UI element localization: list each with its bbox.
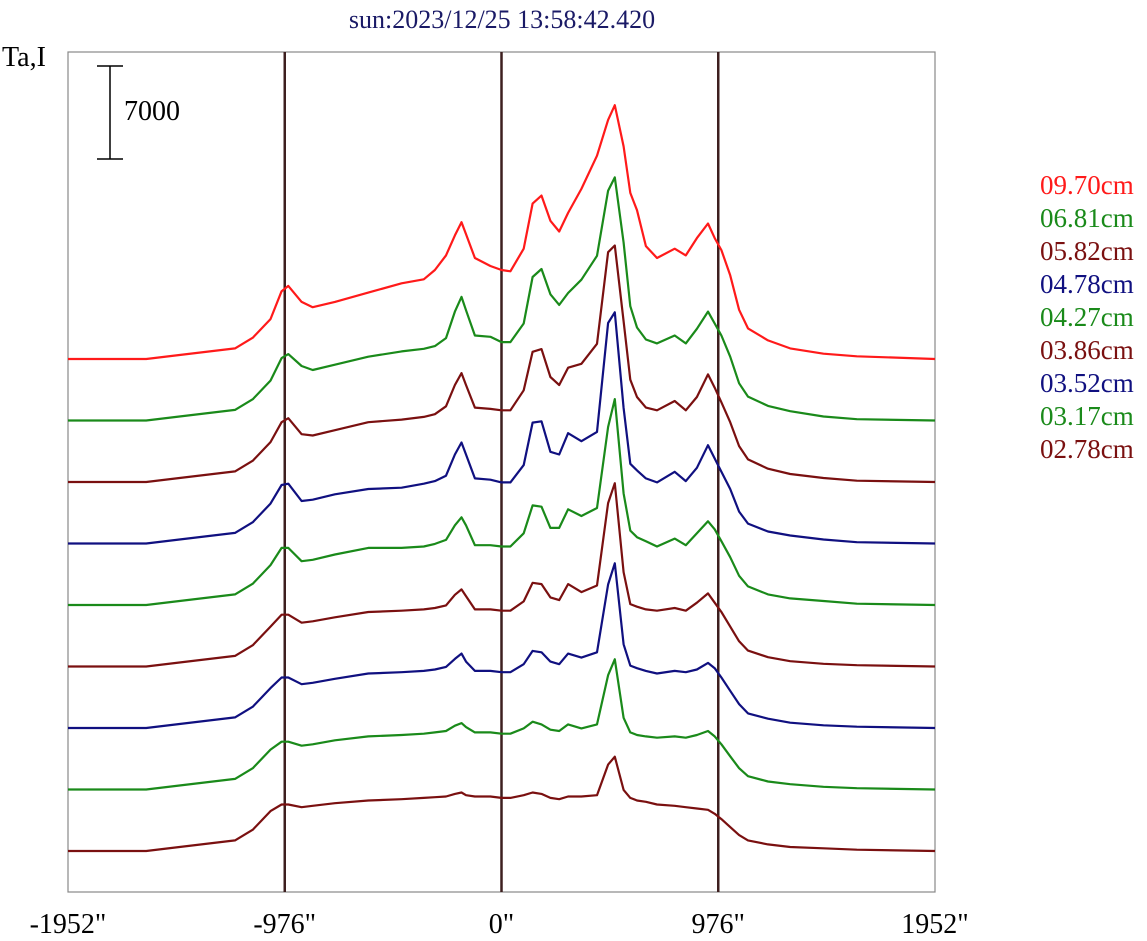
trace-line xyxy=(68,244,936,484)
chart-title: sun:2023/12/25 13:58:42.420 xyxy=(349,5,655,34)
x-tick-label: -976" xyxy=(253,909,316,940)
trace-line xyxy=(68,482,936,668)
legend-entry: 05.82cm xyxy=(1040,236,1134,266)
position-markers xyxy=(283,52,720,892)
legend-entry: 03.86cm xyxy=(1040,335,1134,365)
legend-entry: 03.17cm xyxy=(1040,401,1134,431)
x-tick-label: -1952" xyxy=(30,909,107,940)
spectral-traces xyxy=(68,104,936,853)
trace-line xyxy=(68,398,936,607)
trace-line xyxy=(68,562,936,730)
legend-entry: 04.78cm xyxy=(1040,269,1134,299)
legend-entry: 03.52cm xyxy=(1040,368,1134,398)
trace-line xyxy=(68,311,936,545)
legend-entry: 04.27cm xyxy=(1040,302,1134,332)
y-axis-label: Ta,I xyxy=(2,42,46,73)
trace-line xyxy=(68,104,936,361)
x-tick-label: 976" xyxy=(692,909,745,940)
x-tick-label: 0" xyxy=(489,909,514,940)
scale-bar: 7000 xyxy=(97,65,180,160)
legend-entry: 09.70cm xyxy=(1040,170,1134,200)
trace-line xyxy=(68,658,936,791)
trace-line xyxy=(68,755,936,853)
trace-line xyxy=(68,176,936,422)
x-tick-labels: -1952" -976" 0" 976" 1952" xyxy=(30,909,969,940)
scale-bar-label: 7000 xyxy=(124,96,180,127)
legend-entry: 06.81cm xyxy=(1040,203,1134,233)
legend-entry: 02.78cm xyxy=(1040,434,1134,464)
x-tick-label: 1952" xyxy=(901,909,968,940)
legend: 09.70cm06.81cm05.82cm04.78cm04.27cm03.86… xyxy=(1040,170,1134,464)
